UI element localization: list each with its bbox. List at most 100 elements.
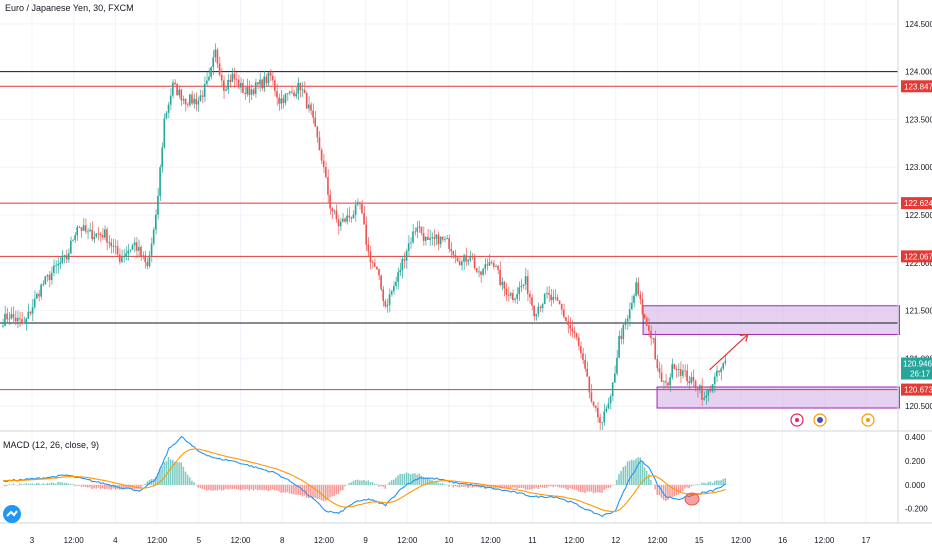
candle-body (344, 218, 346, 222)
candle-body (180, 89, 183, 101)
signal-line (3, 448, 726, 513)
macd-histogram-bar (397, 475, 399, 486)
macd-histogram-bar (174, 461, 176, 486)
candle-body (116, 246, 119, 255)
macd-histogram-bar (452, 484, 455, 488)
candle-body (140, 246, 142, 257)
candle-body (150, 243, 153, 256)
candle-body (720, 368, 722, 373)
candle-body (123, 256, 125, 258)
candle-body (390, 291, 393, 295)
candle-body (418, 226, 421, 228)
candle-body (78, 226, 81, 228)
macd-histogram-bar (616, 479, 618, 486)
macd-histogram-bar (446, 484, 448, 486)
candle-body (276, 91, 278, 98)
candle-body (291, 91, 293, 93)
macd-histogram-bar (648, 474, 650, 486)
candle-body (38, 293, 40, 297)
macd-histogram-bar (414, 473, 416, 486)
candle-body (231, 73, 234, 82)
time-axis-label: 15 (695, 536, 704, 545)
candle-body (499, 269, 501, 285)
macd-histogram-bar (565, 484, 567, 490)
candle-body (118, 254, 121, 262)
macd-histogram-bar (254, 484, 257, 490)
price-axis-label: 122.000 (905, 259, 932, 268)
candle-body (688, 381, 690, 384)
candle-body (250, 89, 253, 95)
macd-histogram-bar (291, 484, 293, 494)
macd-histogram-bar (329, 484, 331, 498)
macd-histogram-bar (53, 482, 55, 486)
candle-body (129, 249, 132, 251)
macd-histogram-bar (244, 484, 246, 490)
macd-histogram-bar (12, 483, 15, 486)
candle-body (53, 265, 55, 273)
candle-body (473, 257, 476, 269)
candle-body (665, 381, 667, 383)
candle-body (229, 79, 231, 82)
macd-histogram-bar (401, 474, 404, 486)
macd-histogram-bar (72, 484, 74, 486)
candle-body (244, 93, 246, 95)
candle-body (675, 368, 678, 370)
candle-body (488, 262, 491, 266)
macd-histogram-bar (458, 484, 461, 488)
macd-histogram-bar (274, 484, 276, 491)
price-level-label: 120.673 (904, 386, 932, 395)
candle-body (252, 89, 255, 94)
macd-histogram-bar (571, 484, 574, 489)
macd-histogram-bar (660, 484, 663, 499)
macd-histogram-bar (393, 479, 395, 486)
macd-histogram-bar (70, 483, 72, 486)
candle-body (437, 234, 440, 245)
macd-histogram-bar (450, 484, 452, 486)
candle-body (148, 255, 151, 267)
macd-histogram-bar (456, 484, 459, 488)
candle-body (539, 306, 542, 309)
candle-body (84, 225, 87, 232)
macd-histogram-bar (246, 484, 248, 490)
candle-body (186, 104, 189, 106)
macd-histogram-bar (563, 484, 565, 488)
candle-body (242, 82, 244, 94)
macd-histogram-bar (163, 462, 166, 486)
macd-histogram (2, 457, 727, 502)
candle-body (235, 79, 238, 81)
candle-body (339, 221, 342, 227)
macd-histogram-bar (692, 484, 695, 486)
candle-body (55, 265, 57, 267)
candle-body (682, 370, 684, 376)
macd-histogram-bar (237, 484, 240, 490)
macd-histogram-bar (227, 484, 229, 490)
candle-body (594, 405, 597, 408)
macd-histogram-bar (384, 484, 387, 489)
macd-histogram-bar (67, 483, 70, 486)
macd-histogram-bar (282, 484, 285, 493)
candle-body (420, 226, 423, 234)
candle-body (305, 92, 308, 109)
candle-body (21, 319, 23, 324)
candle-body (76, 226, 78, 236)
macd-histogram-bar (57, 481, 59, 486)
macd-histogram-bar (588, 484, 591, 492)
macd-histogram-bar (165, 460, 168, 486)
macd-histogram-bar (6, 484, 8, 486)
candle-body (467, 259, 469, 262)
candle-body (373, 262, 376, 267)
candle-body (210, 67, 212, 77)
candle-body (444, 239, 446, 240)
macd-histogram-bar (201, 484, 204, 490)
candle-body (482, 268, 484, 275)
tradingview-logo-icon[interactable] (3, 505, 21, 523)
candle-body (575, 333, 578, 338)
time-axis-label: 17 (862, 536, 871, 545)
price-level-label: 122.067 (904, 252, 932, 261)
macd-histogram-bar (284, 484, 287, 493)
candle-body (237, 79, 240, 88)
candle-body (669, 377, 671, 386)
candle-body (546, 293, 548, 294)
macd-histogram-bar (412, 473, 414, 486)
